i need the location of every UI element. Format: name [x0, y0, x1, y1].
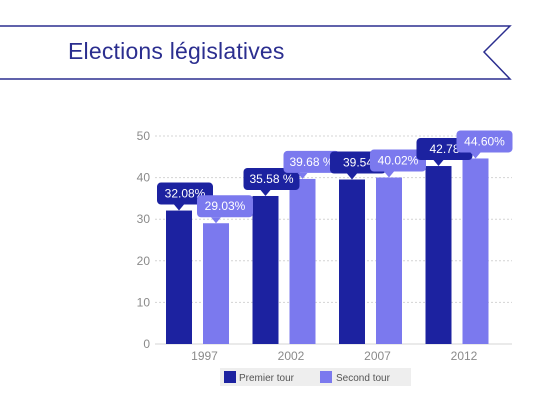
x-tick-label: 1997: [191, 349, 218, 363]
data-label-pointer: [260, 189, 271, 196]
bar[interactable]: [339, 179, 365, 344]
data-label: 40.02%: [378, 154, 419, 168]
data-label-bubble: [456, 130, 513, 153]
data-label-pointer: [174, 204, 184, 211]
data-label: 29.03%: [205, 199, 246, 213]
data-label-pointer: [384, 171, 394, 178]
x-tick-label: 2007: [364, 349, 391, 363]
page-title: Elections législatives: [68, 38, 285, 64]
bar[interactable]: [252, 195, 279, 344]
data-label: 35.58 %: [249, 172, 293, 186]
data-label-bubble: [370, 149, 426, 172]
bar[interactable]: [166, 210, 192, 344]
bar[interactable]: [289, 178, 316, 344]
bar[interactable]: [376, 177, 402, 344]
x-tick-label: 2002: [278, 349, 305, 363]
legend-swatch[interactable]: [320, 371, 332, 383]
data-label-bubble: [197, 195, 253, 218]
y-tick-label: 50: [137, 129, 151, 143]
x-tick-label: 2012: [451, 349, 478, 363]
bar[interactable]: [203, 223, 229, 344]
legend-label[interactable]: Premier tour: [239, 373, 295, 384]
data-label-pointer: [470, 152, 481, 159]
data-label: 39.68 %: [289, 155, 333, 169]
title-banner: [0, 25, 512, 80]
y-tick-label: 20: [137, 254, 151, 268]
data-label-bubble: [243, 167, 300, 190]
legend-box: [220, 368, 411, 386]
data-label: 42.78: [429, 142, 459, 156]
bar[interactable]: [462, 158, 489, 344]
data-label-pointer: [433, 160, 444, 167]
legend-swatch[interactable]: [224, 371, 236, 383]
bar[interactable]: [425, 166, 452, 344]
legend-label[interactable]: Second tour: [336, 373, 391, 384]
data-label: 32.08%: [165, 187, 206, 201]
data-label: 39.54: [343, 156, 373, 170]
data-label-pointer: [211, 217, 221, 224]
data-label-bubble: [283, 150, 340, 173]
y-tick-label: 40: [137, 171, 151, 185]
y-tick-label: 30: [137, 212, 151, 226]
data-label: 44.60%: [464, 134, 505, 148]
y-tick-label: 0: [143, 337, 150, 351]
data-label-pointer: [347, 173, 357, 180]
data-label-pointer: [297, 172, 308, 179]
y-tick-label: 10: [137, 295, 151, 309]
banner-ribbon: [0, 25, 512, 80]
